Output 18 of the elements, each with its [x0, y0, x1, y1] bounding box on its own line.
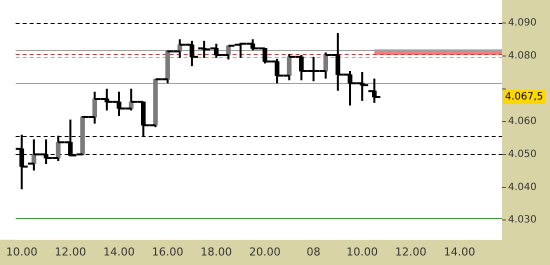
- x-tick-label: 10.00: [6, 245, 38, 258]
- y-tick-label: 4.050: [508, 149, 537, 160]
- x-tick-label: 14.00: [103, 245, 135, 258]
- text: 4.067,5: [505, 92, 544, 103]
- x-tick-label: 20.00: [249, 245, 281, 258]
- x-tick-label: 12.00: [54, 245, 86, 258]
- y-tick-label: 4.030: [508, 214, 537, 226]
- y-tick-label: 4.040: [508, 182, 537, 193]
- x-tick-label: 16.00: [152, 245, 184, 258]
- y-tick-label: 4.080: [508, 50, 537, 62]
- x-tick-label: 14.00: [444, 245, 476, 258]
- y-tick-label: 4.060: [508, 116, 537, 128]
- y-tick-label: 4.090: [508, 18, 537, 29]
- x-tick-label: 08: [306, 245, 321, 258]
- x-tick-label: 18.00: [200, 245, 232, 258]
- x-tick-label: 12.00: [395, 245, 427, 258]
- candlestick: [80, 115, 85, 156]
- x-tick-label: 10.00: [346, 245, 378, 258]
